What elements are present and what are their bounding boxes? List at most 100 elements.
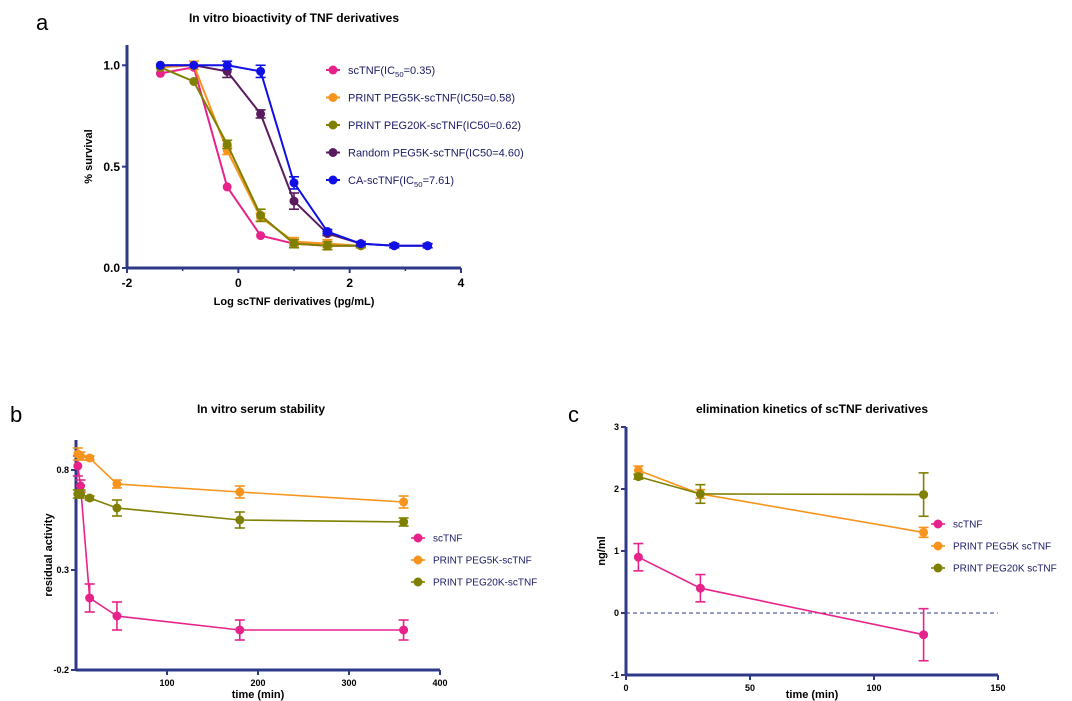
x-tick-label: 400: [432, 678, 447, 688]
legend-label: scTNF: [953, 520, 982, 531]
data-point: [235, 625, 245, 635]
data-point: [289, 196, 299, 206]
legend-label-main: PRINT PEG5K scTNF: [953, 542, 1051, 553]
legend-label: PRINT PEG20K-scTNF(IC50=0.62): [348, 120, 521, 132]
data-point: [389, 241, 399, 251]
data-point: [289, 239, 299, 249]
data-point: [322, 241, 332, 251]
data-point: [189, 60, 199, 70]
chart-a: In vitro bioactivity of TNF derivatives 0…: [83, 11, 524, 308]
data-point: [399, 497, 409, 507]
panel-letter-b: b: [10, 402, 22, 427]
legend-label-main: PRINT PEG20K-scTNF: [433, 578, 537, 589]
series-2: [72, 489, 409, 529]
legend-marker: [328, 175, 338, 185]
series-1: [72, 447, 409, 509]
legend-marker: [328, 93, 338, 102]
data-point: [322, 227, 332, 237]
data-point: [256, 66, 266, 76]
data-point: [76, 481, 86, 491]
series-line: [638, 469, 924, 534]
legend-label-main: Random PEG5K-scTNF(IC50=4.60): [348, 147, 524, 159]
x-tick-label: 100: [159, 678, 174, 688]
data-point: [695, 583, 705, 593]
legend-label-main: PRINT PEG5K-scTNF: [433, 556, 532, 567]
data-point: [112, 479, 122, 489]
legend-label-subscript: 50: [414, 180, 423, 189]
legend-marker: [328, 148, 338, 157]
series-0: [72, 455, 409, 641]
y-tick-label: 2: [614, 484, 619, 494]
legend-label-tail: =0.35): [404, 65, 436, 77]
legend-label: PRINT PEG5K scTNF: [953, 542, 1051, 553]
legend-marker: [933, 519, 943, 529]
legend-label: Random PEG5K-scTNF(IC50=4.60): [348, 147, 524, 159]
legend-label: PRINT PEG20K-scTNF: [433, 578, 537, 589]
data-point: [256, 231, 266, 241]
data-point: [112, 611, 122, 621]
x-tick-label: 50: [745, 683, 755, 693]
legend-label-subscript: 50: [395, 70, 404, 79]
y-tick-label: 0.3: [56, 565, 69, 575]
data-point: [235, 487, 245, 497]
y-tick-label: 3: [614, 422, 619, 432]
y-tick-label: 0.5: [103, 160, 120, 174]
legend-marker: [413, 577, 423, 587]
legend-marker: [933, 563, 943, 573]
data-point: [399, 517, 409, 527]
data-point: [73, 461, 83, 471]
data-point: [222, 182, 232, 192]
data-point: [112, 503, 122, 513]
legend-label-main: scTNF(IC: [348, 65, 395, 77]
data-point: [919, 527, 929, 537]
y-tick-label: 1.0: [103, 58, 120, 72]
data-point: [155, 60, 165, 70]
legend-marker: [933, 541, 943, 551]
data-point: [189, 76, 199, 86]
data-point: [633, 472, 643, 482]
y-tick-label: 0.8: [56, 465, 69, 475]
chart-title: In vitro bioactivity of TNF derivatives: [189, 11, 399, 25]
x-axis-title: time (min): [786, 689, 839, 701]
x-tick-label: 100: [866, 683, 881, 693]
legend-label: scTNF: [433, 534, 462, 545]
x-axis-title: Log scTNF derivatives (pg/mL): [214, 296, 375, 308]
x-tick-label: 0: [623, 683, 628, 693]
data-point: [695, 489, 705, 499]
legend-marker: [328, 120, 338, 130]
legend-marker: [413, 533, 423, 543]
series-line: [638, 475, 924, 496]
x-tick-label: 0: [235, 276, 242, 290]
chart-b: In vitro serum stability -0.2 0.3 0.8 100 200…: [43, 402, 537, 701]
series-line: [638, 556, 924, 636]
y-tick-label: 0: [614, 608, 619, 618]
chart-title: In vitro serum stability: [197, 402, 325, 416]
data-point: [235, 515, 245, 525]
legend-label-main: PRINT PEG5K-scTNF(IC50=0.58): [348, 92, 515, 104]
legend-label-main: scTNF: [953, 520, 982, 531]
panel-letter-a: a: [36, 10, 49, 35]
chart-title: elimination kinetics of scTNF derivative…: [696, 402, 928, 416]
panel-letter-c: c: [568, 402, 579, 427]
legend-marker: [328, 65, 338, 75]
legend-label-main: CA-scTNF(IC: [348, 175, 414, 187]
data-point: [85, 453, 95, 463]
data-point: [399, 625, 409, 635]
data-point: [76, 451, 86, 461]
x-tick-label: 2: [346, 276, 353, 290]
data-point: [85, 593, 95, 603]
x-axis-title: time (min): [232, 689, 285, 701]
data-point: [633, 465, 643, 475]
legend-label: PRINT PEG20K scTNF: [953, 564, 1057, 575]
data-point: [222, 60, 232, 70]
legend-label-main: PRINT PEG20K-scTNF(IC50=0.62): [348, 120, 521, 132]
data-point: [76, 489, 86, 499]
y-tick-label: -1: [611, 670, 619, 680]
y-tick-label: 0.0: [103, 261, 120, 275]
x-tick-label: 200: [250, 678, 265, 688]
series-2: [633, 472, 929, 518]
data-point: [85, 493, 95, 503]
x-tick-label: 150: [990, 683, 1005, 693]
legend-label: PRINT PEG5K-scTNF(IC50=0.58): [348, 92, 515, 104]
